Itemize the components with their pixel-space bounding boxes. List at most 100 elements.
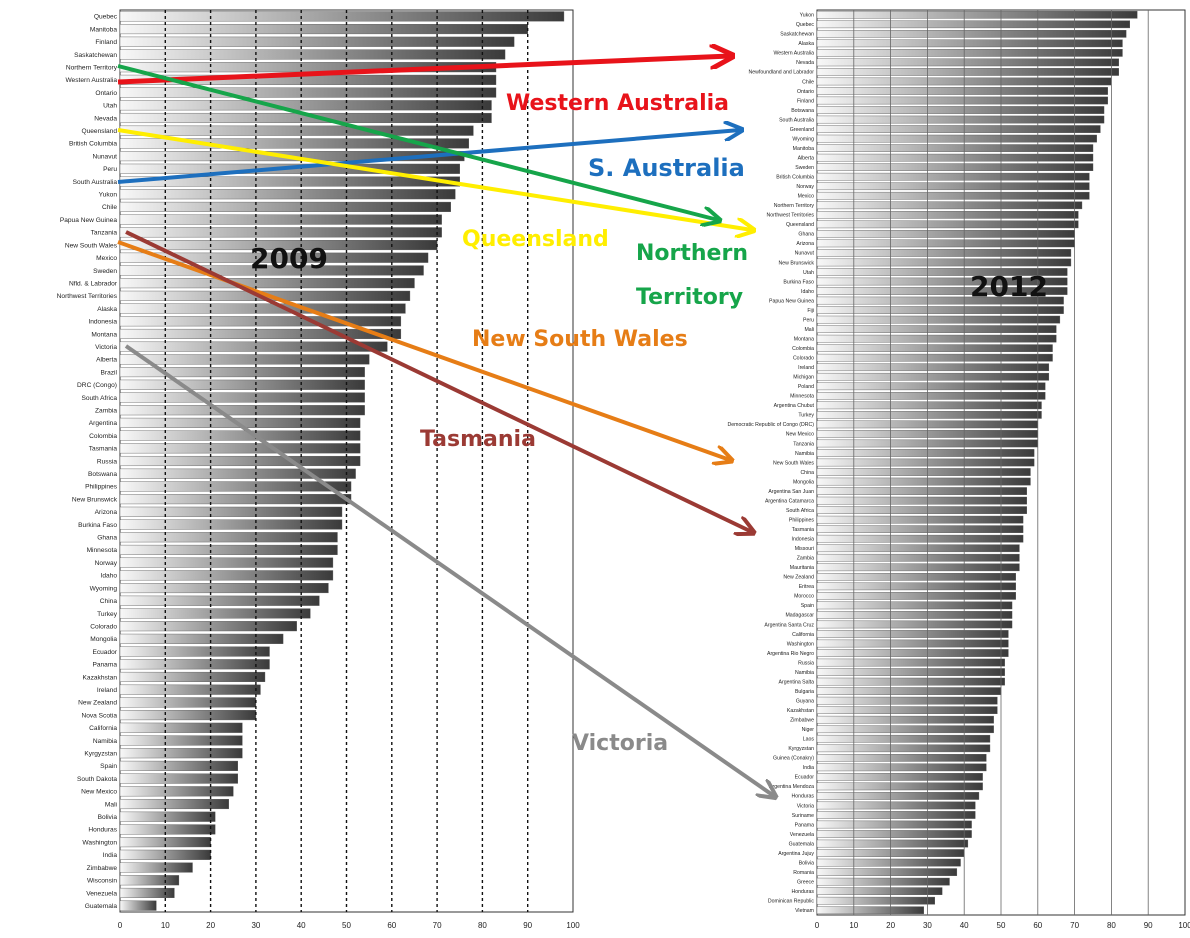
- bar-c2009-29: [119, 379, 365, 390]
- bar-c2012-27: [816, 268, 1068, 276]
- bar-c2009-47: [119, 608, 311, 619]
- arrow-south-australia: [117, 130, 740, 184]
- bar-c2009-37: [119, 481, 352, 492]
- category-label-c2012-85: Panama: [795, 822, 814, 828]
- category-label-c2012-23: Ghana: [798, 232, 814, 238]
- category-label-c2012-76: Laos: [803, 737, 815, 743]
- bar-c2012-11: [816, 115, 1105, 124]
- category-label-c2009-56: California: [89, 725, 117, 732]
- category-label-c2009-34: Tasmania: [89, 446, 118, 453]
- category-label-c2009-49: Mongolia: [90, 636, 117, 643]
- category-label-c2009-9: Queensland: [81, 128, 117, 135]
- callout-territory: Territory: [636, 285, 743, 310]
- bar-c2009-59: [119, 760, 238, 771]
- chart-2009: Quebec Manitoba Finland Saskatchewan Norther…: [57, 9, 580, 930]
- category-label-c2009-38: New Brunswick: [72, 496, 118, 503]
- arrow-northern-territory: [117, 64, 718, 220]
- category-label-c2009-64: Honduras: [88, 827, 117, 834]
- category-label-c2009-31: Zambia: [95, 407, 117, 414]
- bar-c2009-56: [119, 722, 243, 733]
- bar-c2009-23: [119, 303, 406, 314]
- bar-c2012-16: [816, 163, 1094, 171]
- category-label-c2009-50: Ecuador: [92, 649, 117, 656]
- bar-c2012-66: [816, 639, 1009, 648]
- bar-c2009-41: [119, 532, 338, 543]
- bar-c2012-39: [816, 382, 1046, 391]
- bar-c2009-15: [119, 201, 451, 212]
- category-label-c2009-4: Northern Territory: [66, 64, 118, 71]
- x-tick-c2012-9: 90: [1144, 921, 1153, 930]
- bar-c2012-54: [816, 525, 1024, 533]
- category-label-c2009-32: Argentina: [89, 420, 118, 427]
- bar-c2009-16: [119, 214, 442, 225]
- category-label-c2009-21: Nfld. & Labrador: [69, 280, 118, 287]
- bar-c2009-35: [119, 455, 361, 467]
- callout-south-australia: S. Australia: [588, 154, 745, 182]
- category-label-c2012-60: Eritrea: [799, 584, 814, 590]
- category-label-c2009-51: Panama: [92, 662, 117, 669]
- bar-c2012-70: [816, 677, 1005, 686]
- bar-c2012-79: [816, 763, 987, 772]
- category-label-c2012-55: Indonesia: [792, 537, 815, 543]
- category-label-c2012-0: Yukon: [800, 13, 815, 19]
- category-label-c2009-37: Philippines: [85, 484, 118, 491]
- bar-c2012-93: [816, 896, 935, 905]
- category-label-c2012-44: New Mexico: [786, 432, 814, 438]
- category-label-c2009-33: Colombia: [89, 433, 117, 440]
- year-label-2009: 2009: [250, 242, 328, 275]
- bar-c2012-46: [816, 449, 1035, 457]
- category-label-c2009-66: India: [103, 852, 118, 859]
- category-label-c2012-13: Wyoming: [792, 136, 814, 142]
- bar-c2009-64: [119, 824, 216, 835]
- category-label-c2012-82: Honduras: [792, 794, 815, 800]
- category-label-c2012-69: Namibia: [795, 670, 814, 676]
- x-tick-c2012-10: 100: [1178, 921, 1190, 930]
- bar-c2009-3: [119, 49, 506, 60]
- bar-c2009-28: [119, 367, 365, 378]
- x-tick-c2012-0: 0: [815, 921, 820, 930]
- category-label-c2012-10: Botswana: [791, 108, 814, 114]
- bar-c2009-39: [119, 506, 343, 517]
- category-label-c2009-25: Montana: [91, 331, 117, 338]
- bar-c2009-60: [119, 773, 238, 784]
- bar-c2012-0: [816, 10, 1138, 19]
- category-label-c2012-11: South Australia: [779, 117, 814, 123]
- category-label-c2012-22: Queensland: [786, 222, 814, 228]
- category-label-c2009-54: New Zealand: [78, 700, 117, 707]
- bar-c2012-55: [816, 534, 1024, 543]
- category-label-c2012-56: Missouri: [795, 546, 814, 552]
- bar-c2009-51: [119, 659, 270, 670]
- category-label-c2012-83: Victoria: [797, 803, 814, 809]
- bar-c2009-62: [119, 798, 229, 810]
- category-label-c2012-48: China: [800, 470, 814, 476]
- bar-c2012-69: [816, 668, 1005, 676]
- arrow-victoria: [124, 344, 774, 796]
- bar-c2012-38: [816, 372, 1050, 381]
- category-label-c2012-38: Michigan: [793, 375, 814, 381]
- category-label-c2009-0: Quebec: [94, 14, 118, 21]
- x-tick-c2009-10: 100: [566, 921, 580, 930]
- bar-c2012-51: [816, 496, 1027, 505]
- category-label-c2012-61: Morocco: [794, 594, 814, 600]
- bar-c2012-42: [816, 411, 1042, 419]
- category-label-c2009-6: Ontario: [95, 90, 117, 97]
- bar-c2009-67: [119, 862, 193, 873]
- bar-c2012-75: [816, 725, 994, 734]
- bar-c2012-80: [816, 773, 983, 781]
- category-label-c2009-53: Ireland: [97, 687, 117, 694]
- bar-c2009-48: [119, 621, 297, 632]
- category-label-c2012-37: Ireland: [798, 365, 814, 371]
- category-label-c2012-32: Peru: [803, 317, 814, 323]
- category-label-c2012-93: Dominican Republic: [768, 899, 815, 905]
- category-label-c2009-68: Wisconsin: [87, 878, 117, 885]
- category-label-c2009-61: New Mexico: [81, 789, 117, 796]
- bar-c2009-63: [119, 811, 216, 822]
- bar-c2012-41: [816, 401, 1042, 410]
- bar-c2012-58: [816, 563, 1020, 572]
- x-tick-c2012-5: 50: [997, 921, 1006, 930]
- bar-c2012-78: [816, 754, 987, 762]
- category-label-c2012-16: Sweden: [795, 165, 814, 171]
- category-label-c2012-58: Mauritania: [790, 565, 814, 571]
- bar-c2012-22: [816, 220, 1079, 229]
- x-tick-c2009-1: 10: [161, 921, 170, 930]
